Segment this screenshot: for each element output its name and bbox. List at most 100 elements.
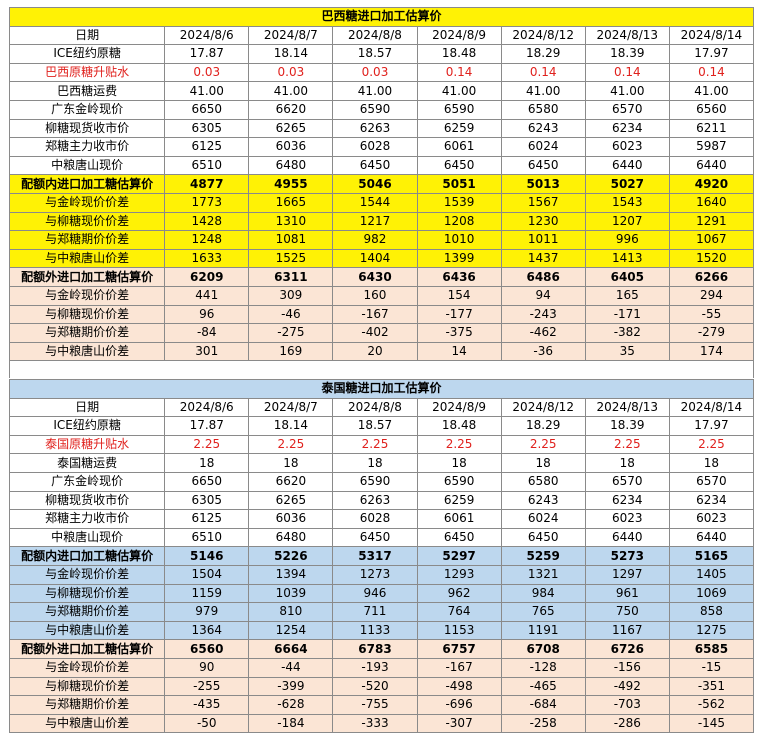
value-cell[interactable]: 1539 — [416, 192, 502, 213]
value-cell[interactable]: 6560 — [164, 639, 250, 659]
row-label-cell[interactable]: 广东金岭现价 — [8, 99, 166, 120]
value-cell[interactable]: -498 — [416, 676, 502, 697]
date-header-cell[interactable]: 2024/8/8 — [332, 25, 418, 46]
value-cell[interactable]: 6590 — [332, 99, 418, 120]
value-cell[interactable]: 750 — [584, 602, 670, 622]
value-cell[interactable]: 6486 — [500, 267, 586, 287]
value-cell[interactable]: 6023 — [584, 137, 670, 157]
value-cell[interactable]: 5297 — [416, 546, 502, 566]
value-cell[interactable]: 5165 — [668, 546, 755, 566]
value-cell[interactable]: 41.00 — [248, 81, 334, 101]
value-cell[interactable]: 0.03 — [248, 62, 334, 83]
value-cell[interactable]: 6440 — [584, 155, 670, 176]
value-cell[interactable]: 6259 — [416, 118, 502, 139]
row-label-cell[interactable]: 与金岭现价价差 — [8, 657, 166, 678]
value-cell[interactable]: 6430 — [332, 267, 418, 287]
row-label-cell[interactable]: 与中粮唐山价差 — [8, 248, 166, 269]
date-label-cell[interactable]: 日期 — [8, 25, 166, 46]
value-cell[interactable]: 5317 — [332, 546, 418, 566]
value-cell[interactable]: 1321 — [500, 564, 586, 585]
value-cell[interactable]: 6450 — [416, 155, 502, 176]
value-cell[interactable]: 18 — [332, 453, 418, 473]
value-cell[interactable]: 711 — [332, 602, 418, 622]
value-cell[interactable]: -255 — [164, 676, 250, 697]
value-cell[interactable]: 6023 — [584, 509, 670, 529]
row-label-cell[interactable]: 与中粮唐山价差 — [8, 620, 166, 641]
row-label-cell[interactable]: 配额外进口加工糖估算价 — [8, 267, 166, 287]
value-cell[interactable]: 5051 — [416, 174, 502, 194]
value-cell[interactable]: -46 — [248, 304, 334, 325]
value-cell[interactable]: 1248 — [164, 230, 250, 250]
value-cell[interactable]: 6590 — [416, 471, 502, 492]
value-cell[interactable]: -193 — [332, 657, 418, 678]
value-cell[interactable]: 6480 — [248, 527, 334, 548]
value-cell[interactable]: 6450 — [500, 527, 586, 548]
value-cell[interactable]: -184 — [248, 713, 334, 734]
value-cell[interactable]: 5027 — [584, 174, 670, 194]
date-header-cell[interactable]: 2024/8/14 — [668, 397, 755, 418]
value-cell[interactable]: 94 — [500, 285, 586, 306]
value-cell[interactable]: 2.25 — [332, 434, 418, 455]
row-label-cell[interactable]: 郑糖主力收市价 — [8, 509, 166, 529]
value-cell[interactable]: 18 — [500, 453, 586, 473]
value-cell[interactable]: -351 — [668, 676, 755, 697]
value-cell[interactable]: 1773 — [164, 192, 250, 213]
value-cell[interactable]: 6570 — [584, 471, 670, 492]
value-cell[interactable]: -145 — [668, 713, 755, 734]
value-cell[interactable]: 6234 — [584, 118, 670, 139]
value-cell[interactable]: -703 — [584, 695, 670, 715]
value-cell[interactable]: 858 — [668, 602, 755, 622]
value-cell[interactable]: 6028 — [332, 509, 418, 529]
value-cell[interactable]: -286 — [584, 713, 670, 734]
row-label-cell[interactable]: 泰国原糖升贴水 — [8, 434, 166, 455]
value-cell[interactable]: -44 — [248, 657, 334, 678]
value-cell[interactable]: 41.00 — [164, 81, 250, 101]
value-cell[interactable]: 6510 — [164, 155, 250, 176]
row-label-cell[interactable]: 与郑糖期价价差 — [8, 323, 166, 343]
value-cell[interactable]: 6436 — [416, 267, 502, 287]
value-cell[interactable]: -15 — [668, 657, 755, 678]
value-cell[interactable]: 764 — [416, 602, 502, 622]
row-label-cell[interactable]: 与柳糖现价价差 — [8, 676, 166, 697]
value-cell[interactable]: 6243 — [500, 490, 586, 511]
value-cell[interactable]: 6036 — [248, 509, 334, 529]
value-cell[interactable]: 6263 — [332, 490, 418, 511]
row-label-cell[interactable]: 泰国糖运费 — [8, 453, 166, 473]
date-header-cell[interactable]: 2024/8/8 — [332, 397, 418, 418]
value-cell[interactable]: 90 — [164, 657, 250, 678]
value-cell[interactable]: 17.97 — [668, 416, 755, 436]
value-cell[interactable]: 6580 — [500, 99, 586, 120]
row-label-cell[interactable]: 与郑糖期价价差 — [8, 695, 166, 715]
value-cell[interactable]: 6266 — [668, 267, 755, 287]
value-cell[interactable]: 18 — [248, 453, 334, 473]
value-cell[interactable]: 0.14 — [584, 62, 670, 83]
value-cell[interactable]: 301 — [164, 341, 250, 362]
value-cell[interactable]: 6028 — [332, 137, 418, 157]
value-cell[interactable]: 1153 — [416, 620, 502, 641]
value-cell[interactable]: -243 — [500, 304, 586, 325]
date-header-cell[interactable]: 2024/8/7 — [248, 25, 334, 46]
value-cell[interactable]: 441 — [164, 285, 250, 306]
value-cell[interactable]: 6036 — [248, 137, 334, 157]
value-cell[interactable]: 1428 — [164, 211, 250, 232]
value-cell[interactable]: 2.25 — [668, 434, 755, 455]
value-cell[interactable]: 6305 — [164, 118, 250, 139]
value-cell[interactable]: 1520 — [668, 248, 755, 269]
value-cell[interactable]: -696 — [416, 695, 502, 715]
value-cell[interactable]: 6450 — [500, 155, 586, 176]
value-cell[interactable]: 18.29 — [500, 416, 586, 436]
value-cell[interactable]: 2.25 — [248, 434, 334, 455]
value-cell[interactable]: 96 — [164, 304, 250, 325]
row-label-cell[interactable]: 郑糖主力收市价 — [8, 137, 166, 157]
value-cell[interactable]: 6263 — [332, 118, 418, 139]
value-cell[interactable]: 1067 — [668, 230, 755, 250]
value-cell[interactable]: -84 — [164, 323, 250, 343]
value-cell[interactable]: 5146 — [164, 546, 250, 566]
value-cell[interactable]: 6440 — [668, 155, 755, 176]
value-cell[interactable]: 1069 — [668, 583, 755, 604]
value-cell[interactable]: 18 — [164, 453, 250, 473]
value-cell[interactable]: 5987 — [668, 137, 755, 157]
value-cell[interactable]: 0.14 — [500, 62, 586, 83]
value-cell[interactable]: 6708 — [500, 639, 586, 659]
value-cell[interactable]: -50 — [164, 713, 250, 734]
